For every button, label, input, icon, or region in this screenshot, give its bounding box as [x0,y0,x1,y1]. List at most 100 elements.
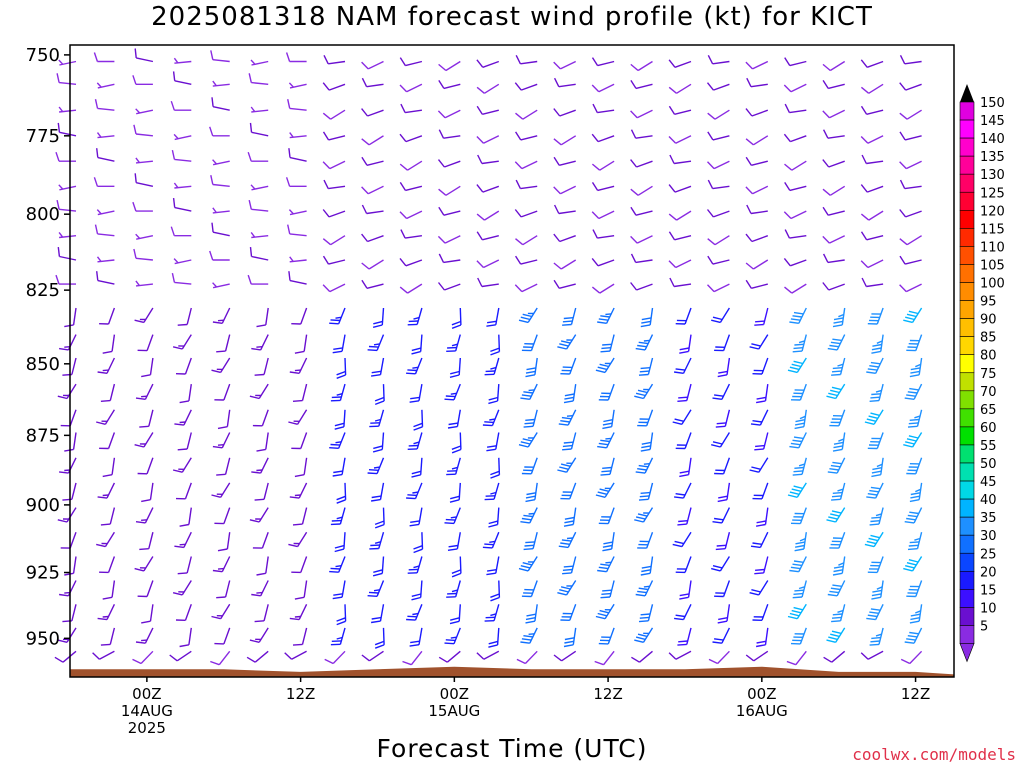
wind-barb [675,307,692,325]
wind-barb [594,650,615,666]
wind-barb [560,357,577,375]
wind-barb [750,531,769,549]
wind-barb [602,532,615,552]
wind-barb [476,650,500,660]
wind-barb [899,131,922,141]
wind-barb [132,75,153,86]
wind-barb [289,256,307,263]
x-tick-label: 12Z [901,685,930,703]
wind-barb [668,105,692,115]
wind-barb [248,73,269,85]
wind-barb [832,556,846,576]
wind-barb [523,532,538,551]
wind-barb [407,307,423,326]
wind-barb [827,580,846,597]
wind-barb [907,532,923,551]
wind-barb [361,279,384,289]
wind-barb [707,109,730,120]
wind-barb [860,59,884,68]
wind-barb [446,334,461,352]
wind-barb [634,383,654,400]
wind-barb [869,627,884,646]
wind-barb [553,60,577,70]
wind-barb [591,257,615,267]
wind-barb [60,409,77,427]
wind-barb [336,357,347,379]
wind-barb [708,650,730,665]
colorbar-label: 90 [980,313,997,328]
wind-barb [591,210,615,220]
wind-barb [172,580,192,596]
wind-barb [324,650,346,665]
wind-barb [514,209,538,218]
wind-barb [294,334,308,354]
wind-barb [173,133,192,141]
wind-barb [866,482,884,499]
wind-barb [211,603,231,620]
wind-barb [745,156,768,166]
wind-barb [97,482,116,499]
wind-barb [58,59,77,66]
wind-barb [717,482,731,503]
wind-barb [367,334,385,352]
wind-barb [173,57,192,64]
wind-barb [64,432,77,452]
wind-barb [96,256,115,263]
wind-barb [361,650,384,662]
wind-barb [592,229,615,239]
wind-barb [672,531,692,548]
wind-barb [595,482,615,498]
wind-barb [745,185,769,195]
wind-barb [784,160,807,171]
wind-barb [669,154,692,165]
wind-barb [826,627,846,643]
wind-barb [370,357,385,377]
wind-barb [677,383,692,402]
wind-barb [54,650,77,663]
wind-barb [745,108,769,117]
wind-barb [597,432,615,449]
wind-barb [170,100,192,111]
colorbar-label: 100 [980,277,1005,292]
colorbar-label: 55 [980,439,997,454]
wind-barb [792,580,807,599]
wind-barb [141,357,154,378]
wind-barb [829,531,846,549]
wind-barb [133,124,153,137]
wind-barb [57,507,77,523]
wind-barb [674,603,692,621]
wind-barb [871,334,884,354]
wind-barb [288,409,308,425]
wind-barb [707,131,730,141]
wind-barb [406,604,423,621]
colorbar-label: 120 [980,204,1005,219]
wind-barb [783,83,807,93]
wind-barb [514,82,538,91]
wind-barb [518,432,538,448]
wind-barb [292,383,308,402]
wind-barb [179,507,192,527]
wind-barb [370,482,385,502]
y-tick-label: 900 [26,495,60,516]
wind-barb [216,334,231,353]
wind-barb [169,650,192,662]
wind-barb [64,307,77,328]
wind-barb [831,357,846,376]
wind-barb [553,204,576,215]
colorbar-swatch [959,228,975,247]
colorbar-swatch [959,570,975,590]
wind-barb [437,235,461,244]
wind-barb [212,282,230,289]
wind-barb [792,457,807,476]
wind-barb [518,307,538,324]
wind-barb [361,185,384,195]
wind-barb [598,627,615,645]
wind-barb [55,151,76,162]
wind-barb [668,210,692,221]
wind-barb [247,151,269,162]
wind-barb [591,182,615,192]
wind-barb [250,231,269,239]
wind-barb [251,334,269,351]
wind-barb [250,59,269,66]
wind-barb [137,580,154,598]
